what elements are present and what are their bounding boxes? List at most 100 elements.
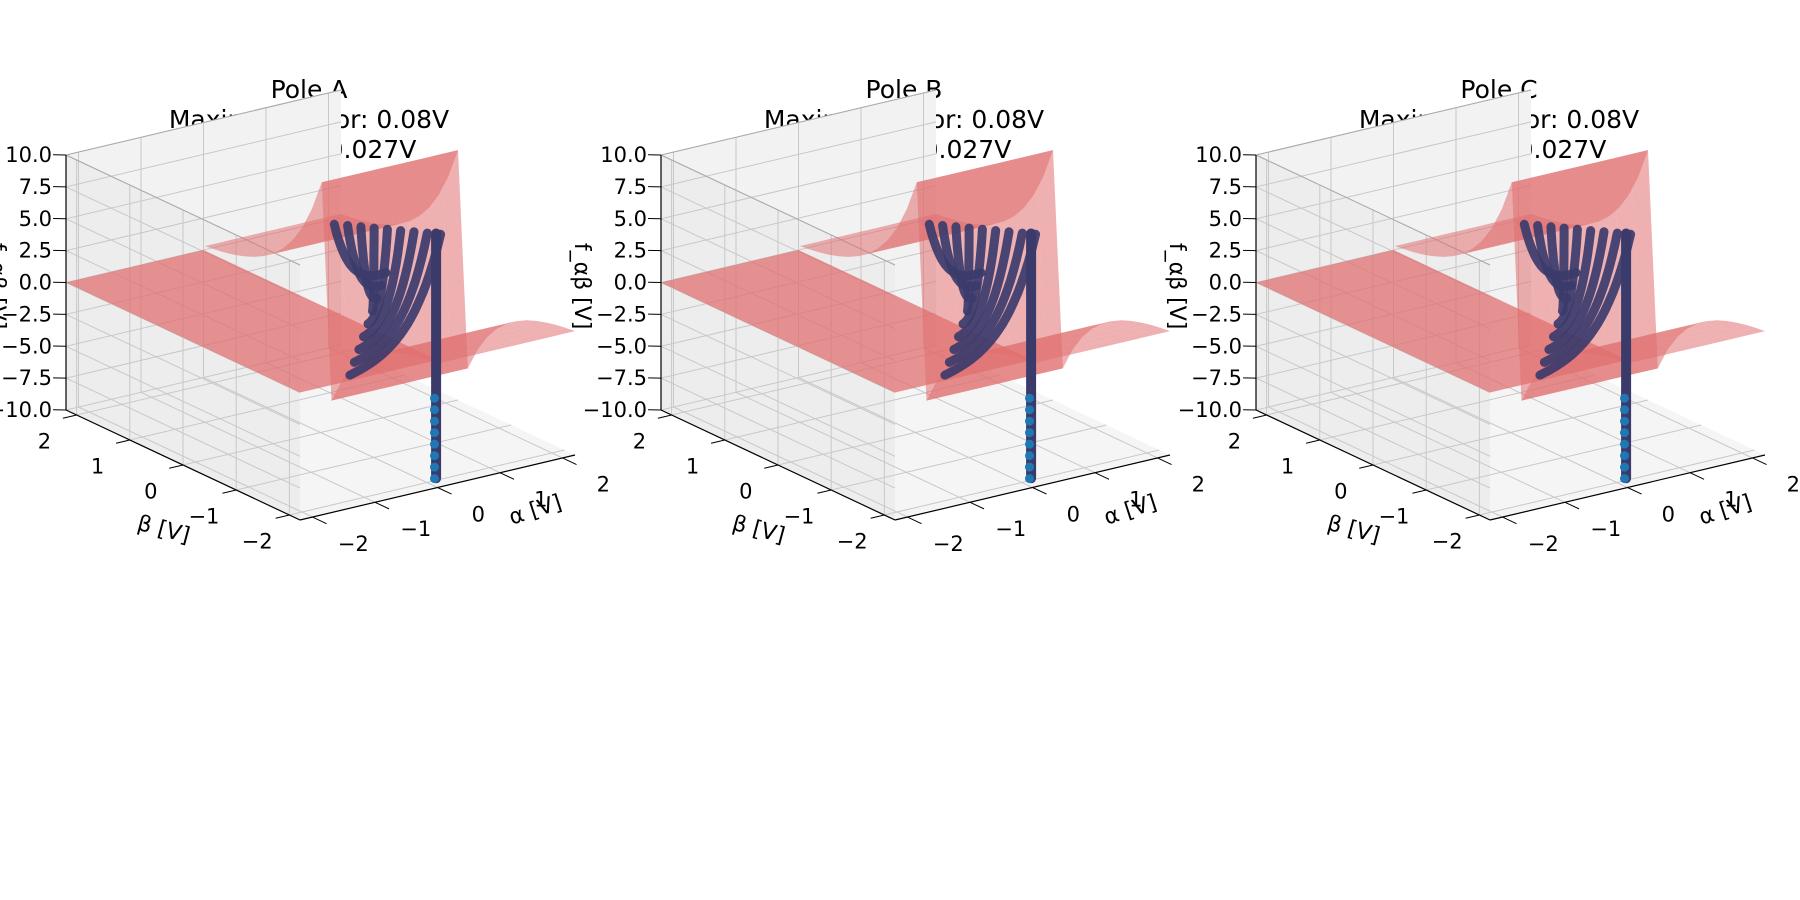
scatter-edge-point [1025, 474, 1034, 484]
surface-facet [850, 230, 878, 238]
alpha-tick-label: 2 [1787, 473, 1800, 497]
surface-facet [519, 320, 546, 327]
scatter-edge-point [1620, 428, 1629, 438]
surface-facet [282, 229, 310, 237]
z-tick-label: 0.0 [614, 271, 647, 295]
subplot-2: Pole CMaximum error: 0.08VStd error: 0.0… [1164, 75, 1800, 556]
surface-facet [843, 237, 871, 245]
surface-facet [1016, 176, 1044, 200]
surface-facet [538, 324, 566, 332]
surface-facet [1660, 328, 1687, 341]
surface-facet [287, 244, 315, 249]
surface-facet [353, 192, 381, 216]
surface-facet [1594, 180, 1622, 204]
beta-axis-label: β [V] [1325, 511, 1383, 549]
surface-facet [360, 207, 388, 225]
surface-facet [528, 322, 556, 329]
surface-facet [1536, 170, 1563, 201]
z-tick-label: 2.5 [1209, 239, 1242, 263]
beta-tick-mark [1252, 414, 1267, 419]
beta-tick-label: −2 [837, 530, 868, 554]
surface-facet [1143, 327, 1170, 336]
surface-facet [941, 170, 968, 201]
surface-facet [1489, 225, 1517, 233]
surface-facet [882, 244, 910, 249]
surface-facet [848, 252, 876, 257]
surface-facet [306, 217, 334, 226]
alpha-tick-mark [437, 487, 452, 495]
surface-facet [1096, 324, 1124, 331]
alpha-tick-mark [1689, 472, 1705, 480]
surface-facet [1450, 248, 1478, 253]
surface-facet [1458, 242, 1485, 249]
scatter-edge-point [1620, 462, 1629, 472]
beta-tick-label: 0 [739, 480, 752, 504]
surface-facet [1484, 240, 1512, 245]
surface-facet [860, 233, 888, 241]
surface-facet [1006, 195, 1034, 212]
alpha-tick-mark [1752, 457, 1767, 466]
surface-facet [904, 228, 932, 235]
surface-facet [441, 150, 468, 373]
surface-facet [1718, 322, 1746, 329]
surface-facet [421, 176, 449, 200]
scatter-edge-point [1620, 405, 1629, 415]
surface-facet [394, 199, 422, 216]
surface-facet [1109, 335, 1136, 344]
surface-facet [414, 154, 441, 185]
alpha-tick-label: 0 [1662, 502, 1675, 526]
scatter-edge-point [1620, 416, 1629, 426]
surface-facet [1679, 321, 1707, 328]
surface-facet [955, 207, 983, 225]
surface-facet [999, 180, 1027, 204]
z-tick-label: −2.5 [1, 302, 52, 326]
z-tick-label: 0.0 [1209, 271, 1242, 295]
z-tick-label: −2.5 [1191, 302, 1242, 326]
surface-facet [384, 212, 412, 225]
surface-facet [387, 184, 415, 208]
z-tick-label: −5.0 [1191, 334, 1242, 358]
beta-tick-label: −2 [242, 530, 273, 554]
surface-facet [380, 162, 407, 193]
surface-facet [1677, 336, 1705, 344]
surface-facet [880, 238, 907, 245]
surface-facet [979, 212, 1007, 225]
surface-facet [1694, 332, 1722, 340]
surface-facet [992, 158, 1019, 189]
surface-facet [826, 241, 854, 249]
surface-facet [1026, 150, 1053, 181]
surface-facet [1687, 339, 1714, 348]
surface-facet [799, 242, 827, 250]
scatter-edge-point [1025, 462, 1034, 472]
z-tick-label: 10.0 [1195, 143, 1242, 167]
surface-facet [1475, 238, 1502, 245]
surface-facet [531, 331, 558, 340]
scatter-edge-point [430, 416, 439, 426]
surface-facet [975, 162, 1002, 193]
beta-tick-label: 1 [1281, 455, 1294, 479]
surface-facet [1560, 188, 1588, 212]
scatter-curve [944, 228, 1027, 367]
surface-facet [987, 216, 1014, 226]
beta-tick-mark [1305, 439, 1320, 444]
scatter-curve [1519, 219, 1581, 281]
surface-facet [829, 250, 856, 257]
surface-facet [397, 158, 424, 189]
surface-facet [492, 324, 519, 329]
surface-facet [285, 238, 312, 245]
beta-tick-label: 2 [38, 430, 51, 454]
beta-tick-label: 2 [633, 430, 646, 454]
surface-facet [514, 335, 541, 344]
alpha-tick-label: −1 [995, 517, 1026, 541]
surface-facet [1650, 337, 1678, 354]
surface-facet [1621, 150, 1648, 181]
subplot-0: Pole AMaximum error: 0.08VStd error: 0.0… [0, 75, 610, 556]
z-tick-label: −7.5 [1191, 366, 1242, 390]
surface-facet [1582, 216, 1609, 226]
scatter-curve [1553, 224, 1582, 329]
z-tick-label: −5.0 [596, 334, 647, 358]
surface-facet [489, 321, 517, 328]
subplot-1: Pole BMaximum error: 0.08VStd error: 0.0… [569, 75, 1205, 556]
surface-facet [1087, 324, 1114, 329]
surface-facet [1477, 244, 1505, 249]
